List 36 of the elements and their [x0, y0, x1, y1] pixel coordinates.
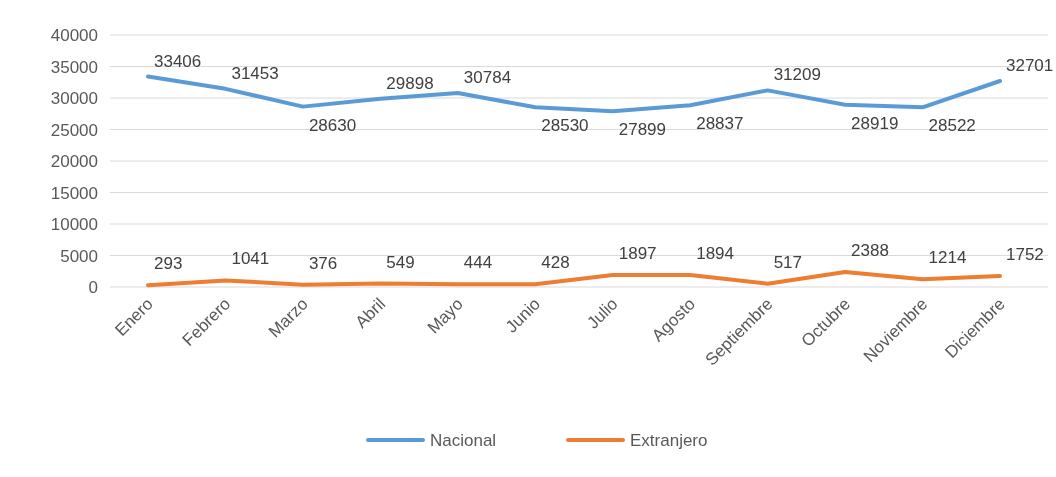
y-tick-label: 10000 — [50, 215, 98, 234]
y-tick-label: 40000 — [50, 26, 98, 45]
data-label: 2388 — [851, 240, 889, 260]
y-tick-label: 20000 — [50, 152, 98, 171]
data-label: 1752 — [1006, 244, 1044, 264]
data-label: 28919 — [851, 113, 899, 133]
y-tick-label: 5000 — [60, 246, 98, 266]
data-label: 31453 — [231, 63, 279, 83]
data-label: 549 — [386, 252, 415, 272]
data-label: 1214 — [928, 248, 967, 268]
y-tick-label: 0 — [88, 278, 98, 297]
data-label: 1894 — [696, 244, 735, 264]
data-label: 1897 — [618, 244, 657, 264]
data-label: 28837 — [696, 114, 744, 134]
data-label: 444 — [463, 253, 493, 273]
y-tick-label: 25000 — [50, 120, 98, 140]
y-tick-label: 15000 — [50, 183, 98, 203]
legend-label: Nacional — [430, 431, 497, 450]
data-label: 428 — [541, 253, 570, 273]
line-series — [146, 269, 1002, 288]
data-label: 1041 — [231, 249, 270, 269]
data-label: 32701 — [1006, 55, 1054, 75]
data-label: 517 — [773, 252, 803, 272]
data-label: 28630 — [308, 115, 357, 135]
data-label: 33406 — [154, 51, 202, 71]
data-label: 376 — [308, 253, 338, 273]
data-label: 30784 — [463, 68, 512, 88]
data-label: 293 — [154, 254, 183, 274]
data-label: 27899 — [618, 120, 667, 140]
y-tick-label: 35000 — [50, 57, 98, 77]
data-label: 29898 — [386, 73, 434, 93]
legend-label: Extranjero — [630, 431, 708, 450]
data-label: 31209 — [773, 65, 821, 85]
data-label: 28522 — [928, 116, 976, 136]
y-tick-label: 30000 — [50, 89, 98, 108]
data-label: 28530 — [541, 116, 589, 136]
